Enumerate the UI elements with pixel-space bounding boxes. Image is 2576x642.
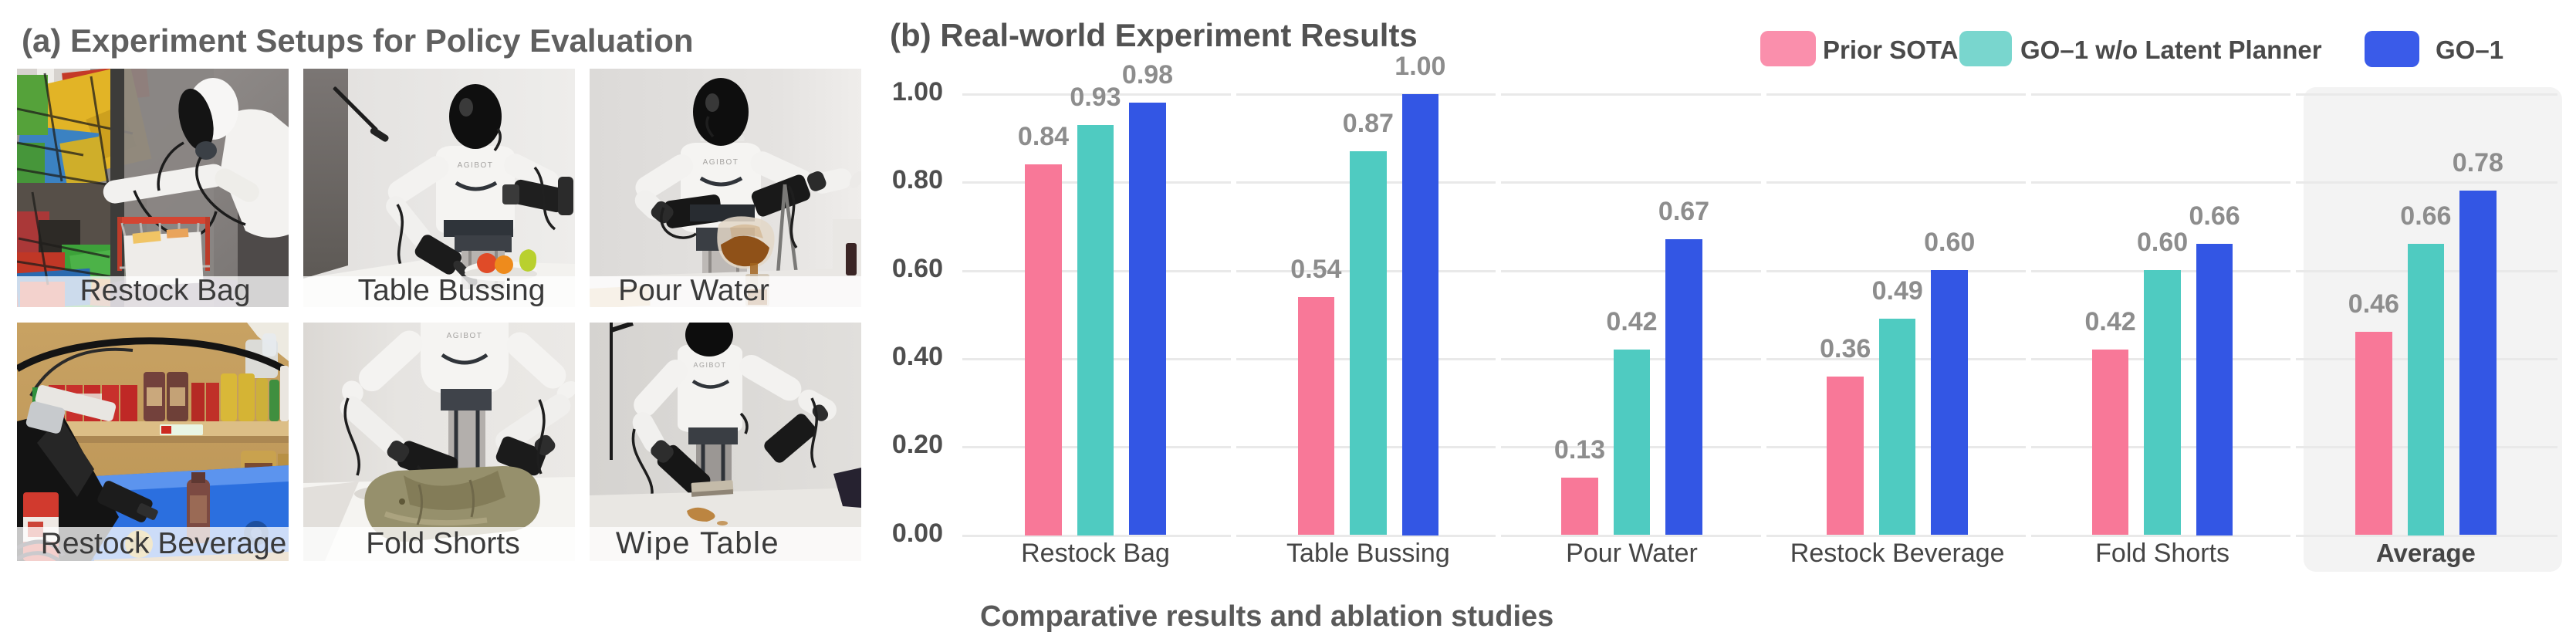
- svg-text:AGIBOT: AGIBOT: [693, 361, 726, 369]
- svg-text:Fold Shorts: Fold Shorts: [366, 527, 519, 560]
- svg-text:Wipe Table: Wipe Table: [616, 526, 779, 560]
- svg-text:Pour Water: Pour Water: [618, 274, 769, 307]
- svg-text:AGIBOT: AGIBOT: [447, 332, 483, 340]
- svg-text:AGIBOT: AGIBOT: [703, 158, 739, 167]
- svg-text:Table Bussing: Table Bussing: [358, 274, 546, 307]
- svg-text:AGIBOT: AGIBOT: [458, 161, 494, 170]
- svg-text:Restock Bag: Restock Bag: [79, 274, 250, 307]
- svg-text:Restock Beverage: Restock Beverage: [41, 527, 287, 560]
